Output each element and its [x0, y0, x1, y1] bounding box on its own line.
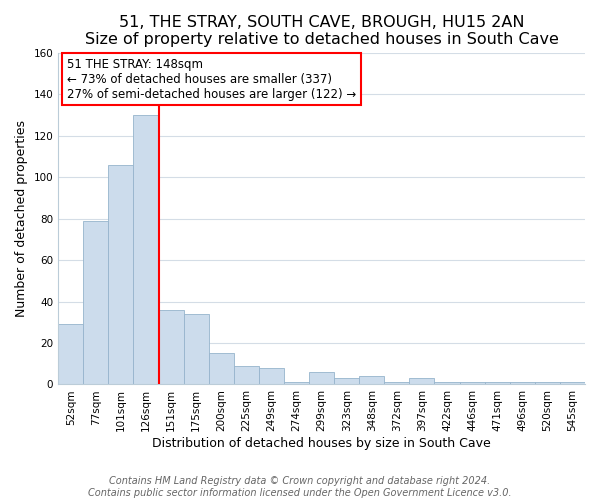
Bar [83, 220, 109, 384]
Bar [359, 376, 385, 384]
Bar [434, 382, 460, 384]
Bar [259, 368, 284, 384]
X-axis label: Distribution of detached houses by size in South Cave: Distribution of detached houses by size … [152, 437, 491, 450]
Bar [109, 164, 133, 384]
Bar [58, 324, 83, 384]
Bar [234, 366, 259, 384]
Bar [209, 354, 234, 384]
Bar [560, 382, 585, 384]
Bar [510, 382, 535, 384]
Bar [385, 382, 409, 384]
Title: 51, THE STRAY, SOUTH CAVE, BROUGH, HU15 2AN
Size of property relative to detache: 51, THE STRAY, SOUTH CAVE, BROUGH, HU15 … [85, 15, 559, 48]
Bar [309, 372, 334, 384]
Bar [460, 382, 485, 384]
Bar [535, 382, 560, 384]
Text: 51 THE STRAY: 148sqm
← 73% of detached houses are smaller (337)
27% of semi-deta: 51 THE STRAY: 148sqm ← 73% of detached h… [67, 58, 356, 100]
Bar [158, 310, 184, 384]
Bar [409, 378, 434, 384]
Bar [334, 378, 359, 384]
Bar [485, 382, 510, 384]
Text: Contains HM Land Registry data © Crown copyright and database right 2024.
Contai: Contains HM Land Registry data © Crown c… [88, 476, 512, 498]
Bar [133, 115, 158, 384]
Bar [284, 382, 309, 384]
Bar [184, 314, 209, 384]
Y-axis label: Number of detached properties: Number of detached properties [15, 120, 28, 317]
